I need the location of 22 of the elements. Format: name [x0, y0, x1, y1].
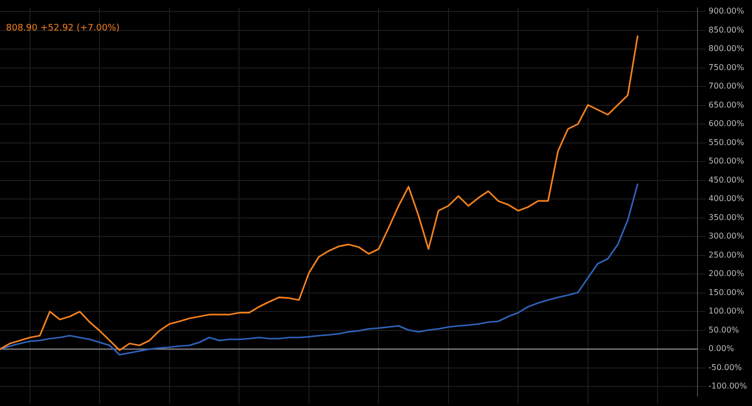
y-tick-label: 350.00%	[708, 212, 745, 222]
y-tick-label: 100.00%	[708, 306, 745, 316]
y-tick-label: 500.00%	[708, 156, 745, 166]
y-tick-label: 400.00%	[708, 194, 745, 204]
y-tick-label: 450.00%	[708, 175, 745, 184]
y-tick-label: 550.00%	[708, 138, 745, 147]
y-tick-label: 300.00%	[708, 232, 745, 241]
y-tick-label: 200.00%	[708, 269, 745, 278]
y-tick-label: 850.00%	[708, 25, 745, 34]
y-tick-label: 50.00%	[708, 325, 740, 334]
y-tick-label: 650.00%	[708, 100, 745, 110]
y-tick-label: -100.00%	[708, 382, 748, 391]
y-tick-label: 900.00%	[708, 6, 745, 16]
y-tick-label: 600.00%	[708, 119, 745, 128]
y-tick-label: 700.00%	[708, 82, 745, 91]
y-tick-label: 150.00%	[708, 288, 745, 297]
y-tick-label: 800.00%	[708, 44, 745, 54]
annotation: 808.90 +52.92 (+7.00%)	[6, 24, 120, 34]
y-tick-label: 250.00%	[708, 250, 745, 260]
y-tick-label: 750.00%	[708, 62, 745, 72]
y-tick-label: 0.00%	[708, 344, 734, 354]
y-tick-label: -50.00%	[708, 362, 742, 372]
